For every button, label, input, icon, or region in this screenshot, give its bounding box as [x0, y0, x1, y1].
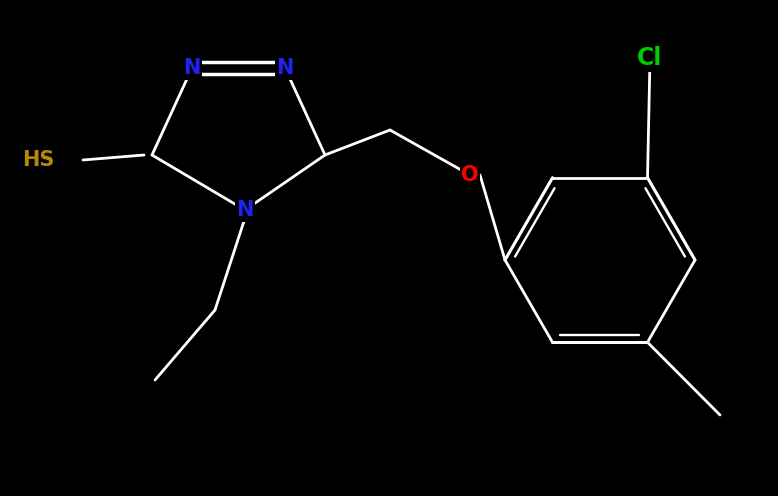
Text: N: N	[184, 58, 201, 78]
Text: N: N	[237, 200, 254, 220]
Text: HS: HS	[23, 150, 55, 170]
Text: O: O	[461, 165, 478, 185]
Text: Cl: Cl	[637, 46, 663, 70]
Text: N: N	[276, 58, 293, 78]
